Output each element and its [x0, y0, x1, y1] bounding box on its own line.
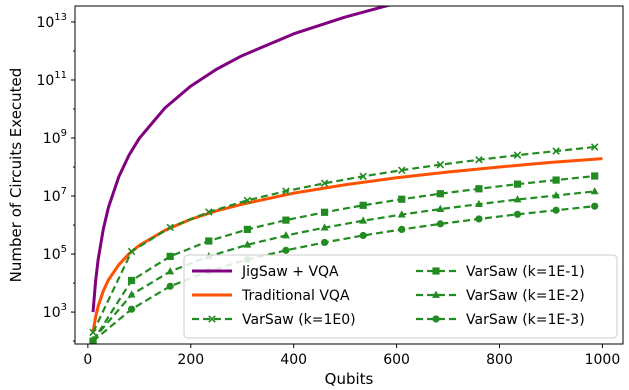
- triangle-marker: [243, 240, 252, 248]
- x-tick-label: 0: [83, 352, 92, 368]
- triangle-marker: [127, 290, 136, 298]
- x-marker: [397, 166, 406, 174]
- series-4: [89, 172, 599, 344]
- triangle-marker: [552, 191, 561, 199]
- circle-marker: [166, 282, 174, 290]
- circle-marker: [436, 220, 444, 228]
- axes: 0 200 400 600 800 1000 103 105 107 109 1011 1013: [36, 12, 620, 368]
- y-tick-label: 105: [43, 244, 67, 263]
- triangle-marker: [359, 216, 368, 224]
- plot-frame: [74, 5, 624, 345]
- legend-item-2: Traditional VQA: [192, 288, 350, 304]
- series-line: [92, 190, 595, 341]
- x-marker: [590, 143, 599, 151]
- square-marker: [436, 190, 444, 198]
- square-marker: [128, 276, 136, 285]
- x-marker: [243, 196, 252, 205]
- triangle-marker: [282, 231, 290, 239]
- square-marker: [359, 201, 367, 209]
- x-marker: [513, 151, 522, 159]
- legend-item-5: VarSaw (k=1E-2): [416, 288, 585, 304]
- legend-label: JigSaw + VQA: [241, 264, 339, 280]
- triangle-marker: [474, 199, 483, 208]
- circle-marker: [282, 246, 290, 254]
- x-tick-label: 200: [177, 352, 204, 368]
- circle-marker: [513, 210, 522, 218]
- square-marker: [552, 176, 560, 184]
- series-3: [89, 143, 599, 337]
- series-line: [92, 145, 595, 333]
- series-6: [89, 202, 599, 344]
- square-marker: [205, 237, 213, 245]
- square-marker: [513, 180, 522, 188]
- square-marker: [243, 225, 251, 233]
- legend-item-6: VarSaw (k=1E-3): [416, 312, 585, 328]
- x-marker: [166, 223, 174, 232]
- x-axis-label: Qubits: [325, 370, 374, 388]
- square-marker: [282, 216, 290, 224]
- square-marker: [398, 195, 406, 203]
- circle-marker: [89, 337, 97, 344]
- x-tick-label: 1000: [585, 352, 621, 368]
- square-marker: [475, 185, 483, 193]
- x-marker: [320, 179, 329, 188]
- plot-area: [89, 6, 603, 344]
- triangle-marker: [590, 187, 599, 195]
- x-marker: [436, 160, 445, 169]
- x-tick-label: 600: [383, 352, 410, 368]
- series-line: [92, 205, 595, 342]
- legend-item-1: JigSaw + VQA: [192, 264, 339, 280]
- legend-label: VarSaw (k=1E-1): [466, 264, 585, 280]
- series-line: [91, 6, 392, 313]
- y-axis-label: Number of Circuits Executed: [7, 68, 25, 283]
- x-marker: [475, 156, 483, 164]
- triangle-marker: [397, 210, 406, 218]
- square-marker: [320, 208, 329, 216]
- series-5: [89, 187, 599, 343]
- triangle-marker: [513, 195, 522, 203]
- x-tick-label: 800: [486, 352, 513, 368]
- square-marker: [432, 267, 440, 275]
- legend-label: VarSaw (k=1E0): [242, 312, 356, 328]
- triangle-marker: [320, 223, 329, 231]
- y-tick-label: 109: [43, 128, 67, 147]
- circle-marker: [128, 305, 136, 313]
- square-marker: [591, 172, 599, 180]
- series-1: [91, 6, 392, 313]
- circle-marker: [359, 231, 367, 240]
- x-marker: [552, 147, 560, 155]
- triangle-marker: [432, 290, 440, 298]
- legend-item-4: VarSaw (k=1E-1): [416, 264, 585, 280]
- circle-marker: [552, 206, 560, 214]
- y-tick-label: 103: [43, 302, 67, 321]
- circle-marker: [475, 215, 483, 223]
- x-marker: [89, 328, 97, 337]
- circle-marker: [320, 238, 329, 247]
- legend-label: VarSaw (k=1E-2): [466, 288, 585, 304]
- x-tick-label: 400: [280, 352, 307, 368]
- square-marker: [166, 252, 174, 260]
- legend-label: Traditional VQA: [241, 288, 350, 304]
- x-marker: [359, 172, 367, 181]
- circle-marker: [432, 315, 440, 323]
- y-tick-label: 1013: [36, 12, 67, 31]
- x-marker: [208, 315, 216, 323]
- triangle-marker: [166, 267, 175, 275]
- x-marker: [127, 247, 136, 256]
- legend-label: VarSaw (k=1E-3): [466, 312, 585, 328]
- x-marker: [282, 187, 290, 195]
- x-marker: [205, 208, 213, 216]
- triangle-marker: [436, 204, 445, 212]
- circle-marker: [591, 202, 599, 210]
- legend-item-3: VarSaw (k=1E0): [192, 312, 356, 328]
- y-tick-label: 1011: [36, 70, 67, 89]
- legend-box: [183, 254, 618, 339]
- series-line: [92, 174, 595, 342]
- y-tick-label: 107: [43, 186, 67, 205]
- circle-marker: [398, 225, 406, 233]
- legend: JigSaw + VQA Traditional VQA VarSaw (k=1E0…: [183, 254, 618, 339]
